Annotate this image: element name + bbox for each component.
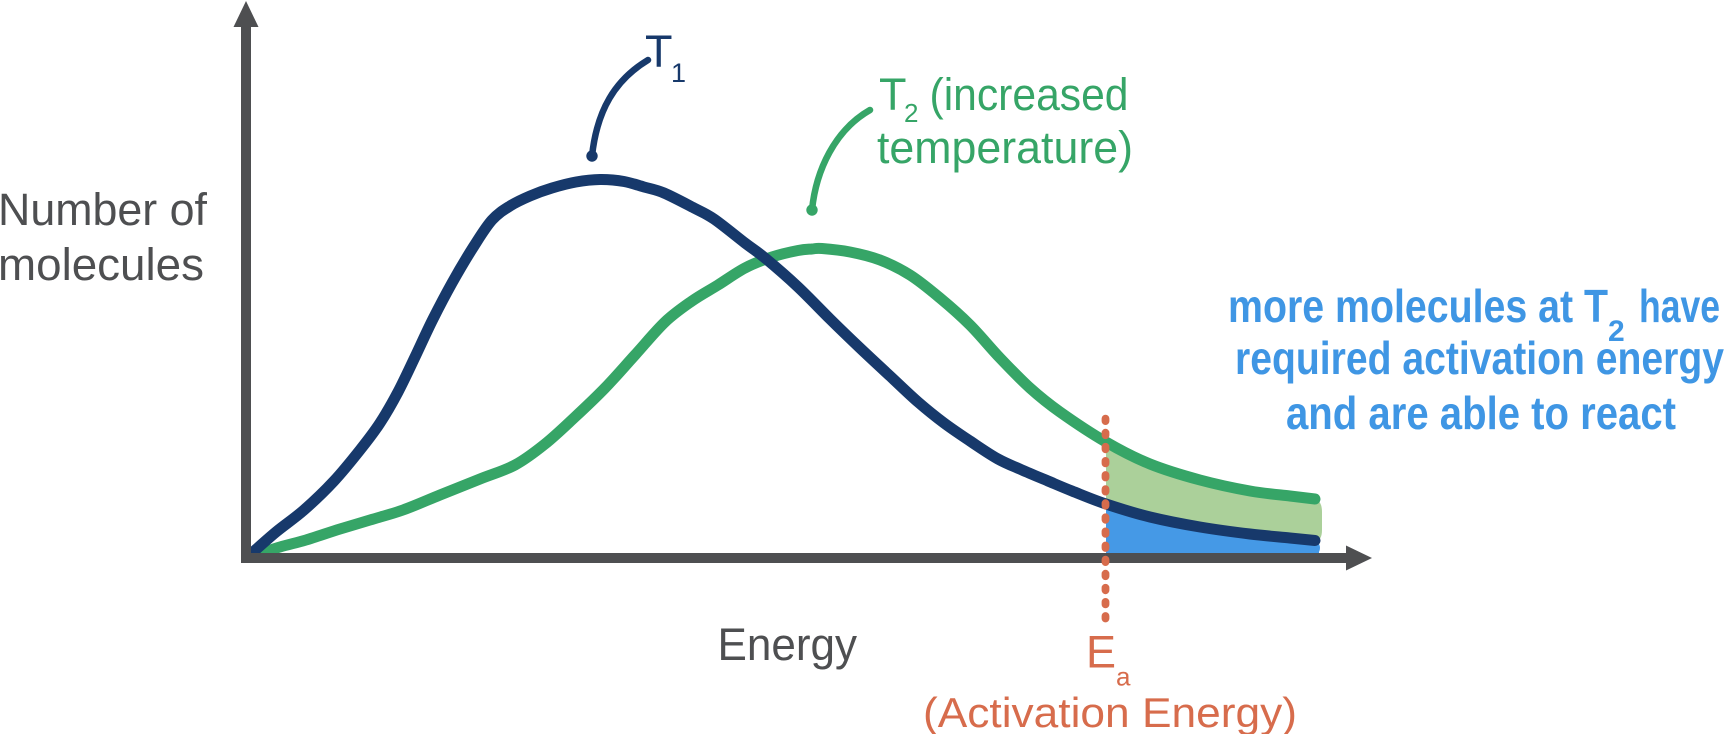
svg-text:1: 1	[671, 58, 686, 88]
svg-text:2: 2	[1608, 315, 1625, 348]
svg-text:T: T	[645, 26, 673, 77]
svg-text:have: have	[1639, 280, 1720, 332]
svg-text:a: a	[1116, 662, 1131, 692]
svg-text:Energy: Energy	[718, 619, 858, 670]
svg-text:molecules: molecules	[0, 239, 204, 290]
svg-text:(Activation Energy): (Activation Energy)	[923, 689, 1297, 734]
svg-text:T: T	[879, 69, 907, 120]
svg-text:required activation energy: required activation energy	[1235, 332, 1724, 384]
svg-text:(increased: (increased	[930, 69, 1129, 120]
svg-text:Number of: Number of	[0, 184, 207, 235]
svg-text:2: 2	[904, 98, 918, 128]
svg-text:temperature): temperature)	[877, 122, 1133, 173]
svg-text:E: E	[1086, 627, 1116, 678]
svg-text:and are able to react: and are able to react	[1286, 387, 1676, 439]
svg-text:more molecules at T: more molecules at T	[1228, 280, 1608, 332]
